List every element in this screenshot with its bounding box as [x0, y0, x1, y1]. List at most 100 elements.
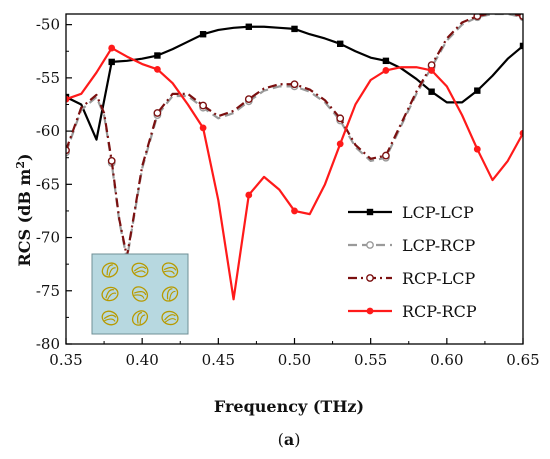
x-tick-label-4: 0.55: [354, 351, 387, 369]
caption-letter: a: [284, 430, 294, 449]
x-tick-label-5: 0.60: [430, 351, 463, 369]
series-point-rcp-rcp-3: [199, 124, 207, 132]
series-point-lcp-lcp-6: [337, 40, 344, 48]
inset-ring-outer: [101, 310, 119, 326]
series-point-rcp-lcp-7: [381, 151, 390, 160]
series-point-lcp-lcp-3: [199, 31, 207, 38]
axes: 0.35 0.40 0.45 0.50 0.55 0.60 0.65 -50 -55 -60 -65…: [36, 13, 540, 369]
y-tick-label-1: -55: [36, 69, 60, 87]
caption-close: ): [294, 430, 300, 449]
series-rcp-lcp: [66, 14, 523, 258]
series-point-rcp-rcp-9: [473, 145, 481, 153]
series-point-rcp-rcp-0: [66, 95, 70, 103]
inset-resonator-8: [161, 310, 179, 326]
legend-entry-rcp-lcp: RCP-LCP: [348, 269, 475, 288]
inset-ring-arc-2: [108, 267, 116, 277]
inset-ring-arc-2: [106, 292, 117, 301]
inset-resonator-0: [101, 262, 119, 278]
inset-ring-arc: [133, 266, 147, 272]
series-point-lcp-lcp-4: [245, 23, 252, 30]
series-point-rcp-lcp-9: [473, 14, 482, 21]
x-axis-title: Frequency (THz): [214, 397, 364, 416]
inset-ring-arc: [164, 314, 176, 321]
series-point-rcp-lcp-2: [153, 109, 162, 117]
series-point-rcp-lcp-5: [290, 80, 299, 89]
y-tick-label-5: -75: [36, 282, 60, 300]
inset-ring-arc: [163, 266, 177, 271]
inset-ring-arc: [103, 314, 117, 320]
y-tick-label-2: -60: [36, 122, 60, 140]
y-tick-label-0: -50: [36, 16, 60, 34]
series-point-rcp-rcp-4: [245, 191, 253, 199]
series-point-rcp-rcp-7: [382, 67, 390, 74]
inset-ring-arc-2: [139, 314, 146, 325]
y-tick-label-3: -65: [36, 175, 60, 193]
y-tick-label-4: -70: [36, 229, 60, 247]
series-point-rcp-rcp-10: [519, 129, 523, 137]
series-lcp-rcp: [66, 14, 523, 260]
series-line-rcp-lcp: [66, 14, 523, 258]
inset-ring-arc-2: [169, 290, 176, 301]
inset-resonator-7: [131, 310, 149, 326]
legend-entry-rcp-rcp: RCP-RCP: [348, 302, 477, 321]
inset-ring-outer: [161, 262, 179, 278]
series-point-lcp-lcp-7: [382, 57, 390, 65]
inset-ring-arc-2: [133, 294, 145, 299]
legend-label-rcp-lcp: RCP-LCP: [402, 269, 475, 288]
series-point-rcp-lcp-3: [199, 101, 208, 110]
series-layer: [66, 14, 523, 301]
x-tick-label-1: 0.40: [125, 351, 158, 369]
legend-marker-rcp-lcp: [366, 274, 374, 282]
inset-resonator-6: [101, 310, 119, 326]
legend-label-lcp-rcp: LCP-RCP: [402, 236, 475, 255]
legend: LCP-LCP LCP-RCP RCP-LCP RCP-RCP: [348, 203, 477, 321]
series-rcp-rcp: [66, 44, 523, 301]
y-axis-title-superscript: 2: [14, 161, 27, 169]
series-point-rcp-lcp-6: [336, 114, 345, 123]
legend-entry-lcp-rcp: LCP-RCP: [348, 236, 475, 255]
inset-ring-arc-2: [164, 318, 177, 323]
inset-resonator-5: [161, 286, 179, 302]
series-point-lcp-lcp-5: [291, 25, 298, 33]
series-line-lcp-rcp: [66, 14, 523, 260]
series-point-rcp-rcp-5: [291, 207, 298, 215]
inset-ring-arc: [137, 311, 143, 324]
legend-label-rcp-rcp: RCP-RCP: [402, 302, 477, 321]
series-point-rcp-rcp-1: [108, 44, 116, 52]
x-tick-label-6: 0.65: [506, 351, 539, 369]
y-tick-label-6: -80: [36, 335, 60, 353]
inset-resonator-1: [131, 262, 149, 278]
legend-marker-rcp-rcp: [366, 307, 374, 315]
inset-ring-outer: [131, 310, 149, 326]
legend-marker-lcp-rcp: [366, 241, 374, 249]
series-point-rcp-lcp-4: [244, 95, 253, 104]
unit-cell-inset: [91, 253, 189, 335]
y-axis-title-close: ): [15, 153, 34, 161]
series-point-lcp-lcp-2: [154, 52, 161, 59]
legend-entry-lcp-lcp: LCP-LCP: [348, 203, 474, 222]
inset-resonator-2: [161, 262, 179, 278]
inset-ring-outer: [131, 286, 149, 302]
series-point-lcp-lcp-1: [108, 58, 115, 66]
series-point-lcp-lcp-8: [428, 88, 435, 95]
inset-ring-arc-2: [134, 270, 146, 274]
inset-ring-arc: [106, 264, 113, 276]
series-point-rcp-lcp-0: [66, 146, 70, 155]
x-tick-label-2: 0.45: [202, 351, 235, 369]
inset-ring-outer: [131, 262, 149, 278]
inset-ring-arc-2: [163, 270, 175, 275]
legend-label-lcp-lcp: LCP-LCP: [402, 203, 474, 222]
series-point-rcp-rcp-8: [428, 67, 435, 74]
inset-ring-arc-2: [104, 318, 116, 322]
series-point-rcp-lcp-1: [107, 157, 116, 165]
inset-ring-outer: [161, 286, 179, 302]
series-point-lcp-lcp-10: [519, 42, 523, 50]
figure-caption: (a): [278, 430, 301, 449]
series-point-lcp-lcp-9: [474, 87, 481, 94]
inset-ring-outer: [101, 262, 119, 278]
x-tick-label-3: 0.50: [278, 351, 311, 369]
inset-resonator-4: [131, 286, 149, 302]
x-tick-label-0: 0.35: [49, 351, 82, 369]
series-point-rcp-rcp-2: [154, 65, 161, 73]
y-axis-title-main: RCS (dB m: [15, 169, 34, 267]
